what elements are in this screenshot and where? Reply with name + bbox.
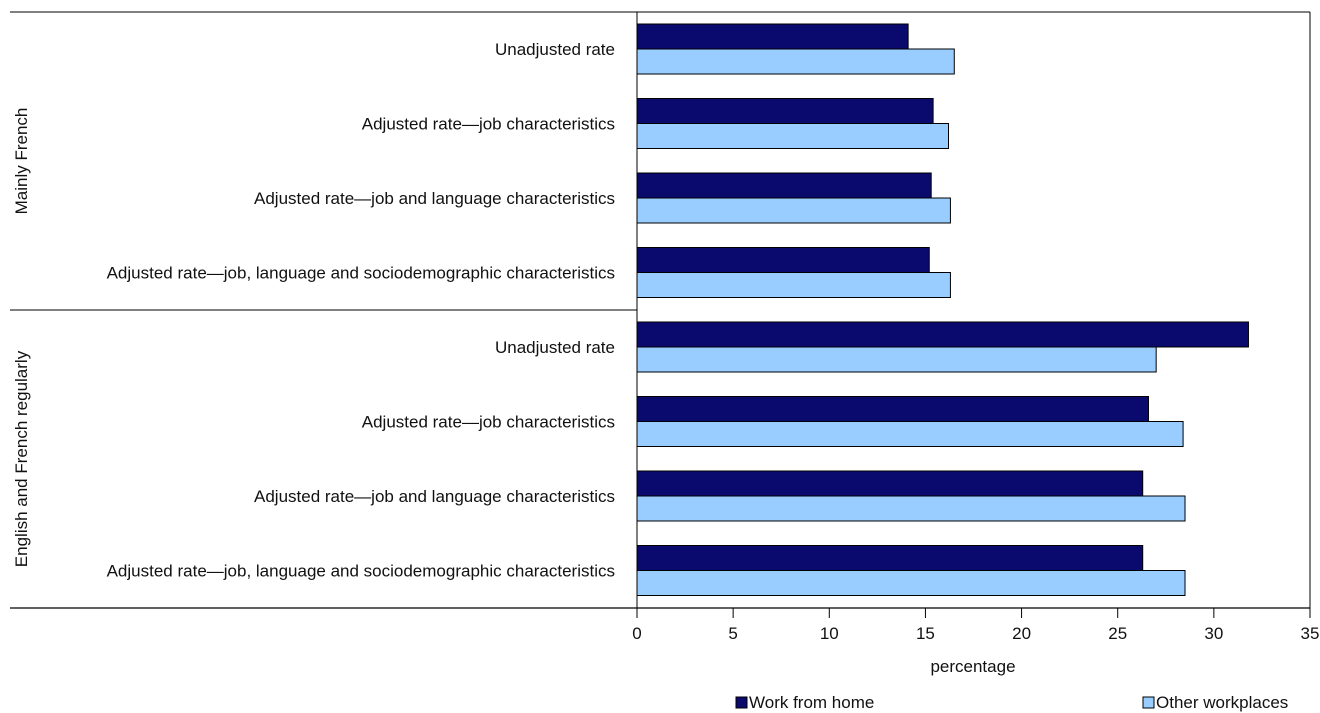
bar-work-from-home xyxy=(636,247,930,273)
bar-other-workplaces xyxy=(636,197,951,224)
bar-work-from-home xyxy=(636,545,1144,571)
category-label: Unadjusted rate xyxy=(495,40,615,59)
x-axis-title: percentage xyxy=(930,657,1015,676)
x-tick-label: 35 xyxy=(1301,624,1320,643)
bar-other-workplaces xyxy=(636,421,1184,447)
x-tick-label: 15 xyxy=(916,624,935,643)
category-label: Adjusted rate—job and language character… xyxy=(254,189,615,208)
x-tick-label: 30 xyxy=(1204,624,1223,643)
bar-other-workplaces xyxy=(636,272,951,298)
x-tick-label: 20 xyxy=(1012,624,1031,643)
category-label: Adjusted rate—job, language and sociodem… xyxy=(107,562,615,581)
legend: Work from home Other workplaces xyxy=(735,693,1288,712)
legend-label: Other workplaces xyxy=(1156,693,1288,712)
category-label: Adjusted rate—job and language character… xyxy=(254,487,615,506)
bar-work-from-home xyxy=(636,396,1149,422)
x-tick-label: 10 xyxy=(820,624,839,643)
x-tick-label: 25 xyxy=(1108,624,1127,643)
bar-work-from-home xyxy=(636,98,934,124)
bar-other-workplaces xyxy=(636,346,1157,373)
bar-work-from-home xyxy=(636,321,1249,348)
bar-work-from-home xyxy=(636,470,1144,497)
category-label: Adjusted rate—job characteristics xyxy=(362,413,615,432)
x-tick-label: 5 xyxy=(728,624,737,643)
category-label: Adjusted rate—job characteristics xyxy=(362,115,615,134)
x-tick-label: 0 xyxy=(632,624,641,643)
bar-work-from-home xyxy=(636,23,909,50)
category-label: Unadjusted rate xyxy=(495,338,615,357)
bar-work-from-home xyxy=(636,172,932,199)
group-label: Mainly French xyxy=(12,108,31,215)
legend-swatch xyxy=(735,696,748,709)
bar-other-workplaces xyxy=(636,48,955,75)
legend-label: Work from home xyxy=(749,693,874,712)
bar-other-workplaces xyxy=(636,570,1186,596)
category-label: Adjusted rate—job, language and sociodem… xyxy=(107,264,615,283)
bar-other-workplaces xyxy=(636,495,1186,522)
group-label: English and French regularly xyxy=(12,350,31,567)
legend-swatch xyxy=(1142,696,1155,709)
bar-other-workplaces xyxy=(636,123,950,149)
